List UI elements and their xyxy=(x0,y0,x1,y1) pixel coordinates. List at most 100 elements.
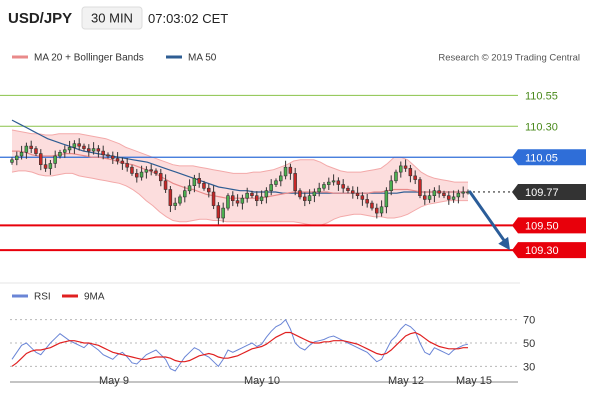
candle xyxy=(403,159,408,172)
candle-body xyxy=(365,199,369,204)
candle-body xyxy=(115,158,120,162)
candle-body xyxy=(240,197,245,204)
level-label-109-50: 109.50 xyxy=(512,217,586,234)
candle-body xyxy=(173,202,177,206)
candle-body xyxy=(154,170,158,174)
candle-body xyxy=(278,175,283,182)
candle-body xyxy=(53,155,57,164)
forecast-arrow-head xyxy=(498,236,510,251)
candle xyxy=(19,145,24,160)
level-labels-layer: 110.55 110.30 110.05 109.77 109.50 109.30 xyxy=(512,90,586,259)
candle xyxy=(437,185,441,198)
candle xyxy=(374,203,379,219)
candle-body xyxy=(178,196,182,204)
candle-body xyxy=(101,150,105,156)
candle xyxy=(264,187,269,204)
candle xyxy=(154,168,158,176)
candle-body xyxy=(187,185,192,192)
candle-body xyxy=(355,192,360,196)
candle-body xyxy=(192,178,197,187)
candle xyxy=(144,166,149,179)
candle-body xyxy=(394,171,398,182)
candle-body xyxy=(269,184,273,191)
level-label-text: 109.30 xyxy=(525,245,559,257)
candle xyxy=(461,186,465,198)
rsi-tick-label: 30 xyxy=(523,361,535,373)
level-label-box xyxy=(512,217,586,234)
candle xyxy=(298,188,302,200)
candle-body xyxy=(106,154,110,157)
candle xyxy=(312,188,317,203)
bollinger-band-layer xyxy=(11,129,468,226)
forecast-arrow-shaft xyxy=(468,190,508,245)
candle xyxy=(149,164,153,176)
candle xyxy=(231,191,235,207)
candle-body xyxy=(19,152,24,157)
candle xyxy=(29,140,33,154)
candle-body xyxy=(207,187,211,193)
candle-body xyxy=(322,184,326,189)
candle-body xyxy=(413,175,417,180)
candle xyxy=(211,185,216,210)
candle-body xyxy=(202,183,206,189)
candle xyxy=(82,143,86,152)
timeframe-badge[interactable] xyxy=(81,6,143,30)
candle-body xyxy=(235,200,240,204)
level-label-109-77: 109.77 xyxy=(512,183,586,200)
candle-body xyxy=(302,196,307,201)
candle-body xyxy=(168,189,173,206)
candle xyxy=(77,138,81,151)
candle xyxy=(413,170,417,185)
candle-body xyxy=(442,192,446,196)
ma50-line xyxy=(11,119,468,194)
candle xyxy=(442,190,446,199)
candle xyxy=(456,189,461,204)
level-label-text: 110.05 xyxy=(525,152,558,164)
ma20-legend-label: MA 20 + Bollinger Bands xyxy=(34,53,144,64)
candle xyxy=(135,168,139,183)
candle xyxy=(168,186,173,213)
candle-body xyxy=(135,173,139,178)
candle-body xyxy=(379,206,384,214)
candle xyxy=(427,189,432,203)
rsi-line xyxy=(11,318,469,372)
candle-body xyxy=(331,180,336,183)
candle-body xyxy=(384,190,389,208)
candle-body xyxy=(226,195,230,209)
candle xyxy=(274,178,278,188)
candle xyxy=(48,160,53,175)
level-label-text: 110.55 xyxy=(525,90,558,102)
candle-body xyxy=(446,195,451,200)
candle xyxy=(398,161,403,178)
candle-body xyxy=(432,190,437,196)
candle xyxy=(10,157,14,165)
candle-body xyxy=(427,195,432,200)
candle xyxy=(451,190,456,203)
candle-body xyxy=(149,169,153,172)
candle xyxy=(106,152,110,159)
candle xyxy=(446,191,451,205)
candle xyxy=(72,140,77,154)
candle-body xyxy=(317,187,321,193)
candle xyxy=(173,197,177,211)
candle-body xyxy=(398,165,403,173)
candle xyxy=(432,187,437,203)
credit-label: Research © 2019 Trading Central xyxy=(438,53,580,64)
level-label-text: 109.77 xyxy=(525,187,559,199)
timeframe-label: 30 MIN xyxy=(91,11,133,26)
candle-body xyxy=(62,149,67,153)
candle xyxy=(255,191,259,207)
candle xyxy=(207,183,211,198)
candle xyxy=(269,179,273,196)
candle xyxy=(408,164,413,183)
rsi-tick-label: 50 xyxy=(523,338,535,350)
candle-body xyxy=(307,195,312,201)
candle-body xyxy=(403,165,408,169)
candle xyxy=(384,187,389,214)
candle xyxy=(250,190,254,199)
candle-body xyxy=(360,195,365,200)
level-label-text: 109.50 xyxy=(525,220,559,232)
candle xyxy=(288,163,293,180)
candle-body xyxy=(451,196,456,200)
candle-body xyxy=(77,143,81,147)
